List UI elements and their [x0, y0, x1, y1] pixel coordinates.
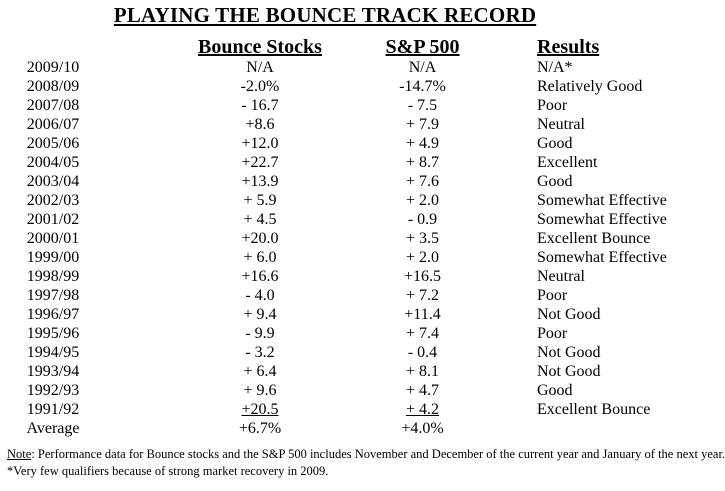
table-cell-results: Good	[537, 135, 573, 152]
table-cell-bounce: + 9.4	[243, 306, 277, 323]
table-cell-results: Good	[537, 382, 573, 399]
table-cell-sp500: +11.4	[404, 306, 441, 323]
column-bounce-stocks: Bounce Stocks N/A -2.0% - 16.7 +8.6 +12.0 +22…	[155, 36, 365, 438]
table-cell-bounce: +12.0	[241, 135, 279, 152]
table-cell-results: Poor	[537, 325, 568, 342]
table-cell-sp500: - 0.9	[407, 211, 438, 228]
table-cell-bounce: - 16.7	[241, 97, 279, 114]
table-cell-year: 2000/01	[26, 230, 80, 247]
column-cells-results: N/A* Relatively Good Poor Neutral Good Excell…	[537, 58, 725, 438]
table-cell-bounce: - 3.2	[245, 344, 275, 361]
column-cells-year: 2009/10 2008/09 2007/08 2006/07 2005/06 2004/…	[0, 58, 106, 438]
table-cell-year: 1999/00	[26, 249, 80, 266]
table-cell-sp500: - 0.4	[407, 344, 438, 361]
table-cell-year: Average	[26, 420, 80, 437]
table-cell-results: Somewhat Effective	[537, 192, 667, 209]
table-cell-results: N/A*	[537, 59, 573, 76]
table-cell-year: 1994/95	[26, 344, 80, 361]
table-cell-year: 1996/97	[26, 306, 80, 323]
table-cell-results: Somewhat Effective	[537, 249, 667, 266]
table-cell-year: 2009/10	[26, 59, 80, 76]
table-cell-bounce: N/A	[246, 59, 274, 76]
table-cell-year: 1993/94	[26, 363, 80, 380]
table-cell-bounce: +8.6	[245, 116, 275, 133]
footnote-note-line: Note: Performance data for Bounce stocks…	[7, 446, 725, 463]
table-cell-year: 1995/96	[26, 325, 80, 342]
table-cell-results: Poor	[537, 287, 568, 304]
table-cell-bounce: -2.0%	[240, 78, 280, 95]
table-cell-results: Relatively Good	[537, 78, 643, 95]
table-cell-sp500: +16.5	[403, 268, 442, 285]
table-cell-year: 2003/04	[26, 173, 80, 190]
table-cell-year: 1997/98	[26, 287, 80, 304]
table-cell-bounce: +20.5	[241, 401, 279, 418]
table-cell-sp500: + 7.9	[405, 116, 440, 133]
table-cell-bounce: - 4.0	[245, 287, 275, 304]
table-cell-bounce: + 6.0	[243, 249, 277, 266]
table-cell-sp500: -14.7%	[399, 78, 446, 95]
footnote-note-label: Note	[7, 447, 32, 461]
footnote-note-body: : Performance data for Bounce stocks and…	[31, 447, 725, 461]
table-cell-sp500: +4.0%	[401, 420, 444, 437]
table-cell-bounce: + 6.4	[243, 363, 277, 380]
table-cell-sp500: - 7.5	[407, 97, 438, 114]
table-cell-sp500: + 2.0	[405, 249, 440, 266]
table-cell-year: 2004/05	[26, 154, 80, 171]
table-cell-results: Not Good	[537, 344, 601, 361]
column-header-results: Results	[537, 36, 600, 58]
table-cell-bounce: + 5.9	[243, 192, 277, 209]
table-cell-results: Somewhat Effective	[537, 211, 667, 228]
table-cell-sp500: + 7.4	[405, 325, 440, 342]
footnotes: Note: Performance data for Bounce stocks…	[7, 446, 725, 480]
column-sp500: S&P 500 N/A -14.7% - 7.5 + 7.9 + 4.9 + 8.7 + 7…	[345, 36, 500, 438]
table-cell-results: Poor	[537, 97, 568, 114]
column-header-sp500: S&P 500	[385, 36, 460, 58]
table-cell-sp500: + 3.5	[405, 230, 440, 247]
table-cell-bounce: +13.9	[241, 173, 279, 190]
table-cell-year: 2008/09	[26, 78, 80, 95]
column-header-year	[0, 36, 106, 58]
page-title: PLAYING THE BOUNCE TRACK RECORD	[113, 3, 537, 27]
column-cells-sp500: N/A -14.7% - 7.5 + 7.9 + 4.9 + 8.7 + 7.6 + 2.0 -…	[345, 58, 500, 438]
table-cell-results	[537, 419, 725, 438]
column-results: Results N/A* Relatively Good Poor Neutral Go…	[537, 36, 725, 438]
table-cell-sp500: + 8.7	[405, 154, 440, 171]
table-cell-sp500: + 4.2	[405, 401, 440, 418]
table-cell-year: 2001/02	[26, 211, 80, 228]
table-cell-year: 1991/92	[26, 401, 80, 418]
table-cell-results: Excellent Bounce	[537, 401, 651, 418]
table-cell-bounce: +6.7%	[238, 420, 282, 437]
table-cell-year: 2007/08	[26, 97, 80, 114]
table-cell-bounce: + 4.5	[243, 211, 277, 228]
table-cell-bounce: - 9.9	[245, 325, 275, 342]
table-cell-results: Good	[537, 173, 573, 190]
table-cell-sp500: + 8.1	[405, 363, 440, 380]
table-cell-year: 1998/99	[26, 268, 80, 285]
table-cell-year: 2002/03	[26, 192, 80, 209]
table-cell-sp500: N/A	[408, 59, 437, 76]
column-header-bounce-stocks: Bounce Stocks	[198, 36, 322, 58]
table-cell-results: Not Good	[537, 363, 601, 380]
column-cells-bounce-stocks: N/A -2.0% - 16.7 +8.6 +12.0 +22.7 +13.9 + 5.9 + …	[155, 58, 365, 438]
table-cell-bounce: +16.6	[241, 268, 279, 285]
column-years: 2009/10 2008/09 2007/08 2006/07 2005/06 2004/…	[0, 36, 106, 438]
table-cell-sp500: + 7.2	[405, 287, 440, 304]
table-cell-bounce: +22.7	[241, 154, 279, 171]
table-cell-results: Excellent	[537, 154, 598, 171]
table-cell-sp500: + 4.9	[405, 135, 440, 152]
table-cell-results: Neutral	[537, 116, 585, 133]
table-cell-year: 1992/93	[26, 382, 80, 399]
table-cell-bounce: + 9.6	[243, 382, 277, 399]
table-cell-results: Excellent Bounce	[537, 230, 651, 247]
table-cell-sp500: + 2.0	[405, 192, 440, 209]
table-cell-year: 2006/07	[26, 116, 80, 133]
table-cell-sp500: + 7.6	[405, 173, 440, 190]
footnote-asterisk-line: *Very few qualifiers because of strong m…	[7, 464, 329, 478]
table-cell-bounce: +20.0	[241, 230, 279, 247]
table-cell-year: 2005/06	[26, 135, 80, 152]
table-cell-sp500: + 4.7	[405, 382, 440, 399]
table-cell-results: Neutral	[537, 268, 585, 285]
table-cell-results: Not Good	[537, 306, 601, 323]
